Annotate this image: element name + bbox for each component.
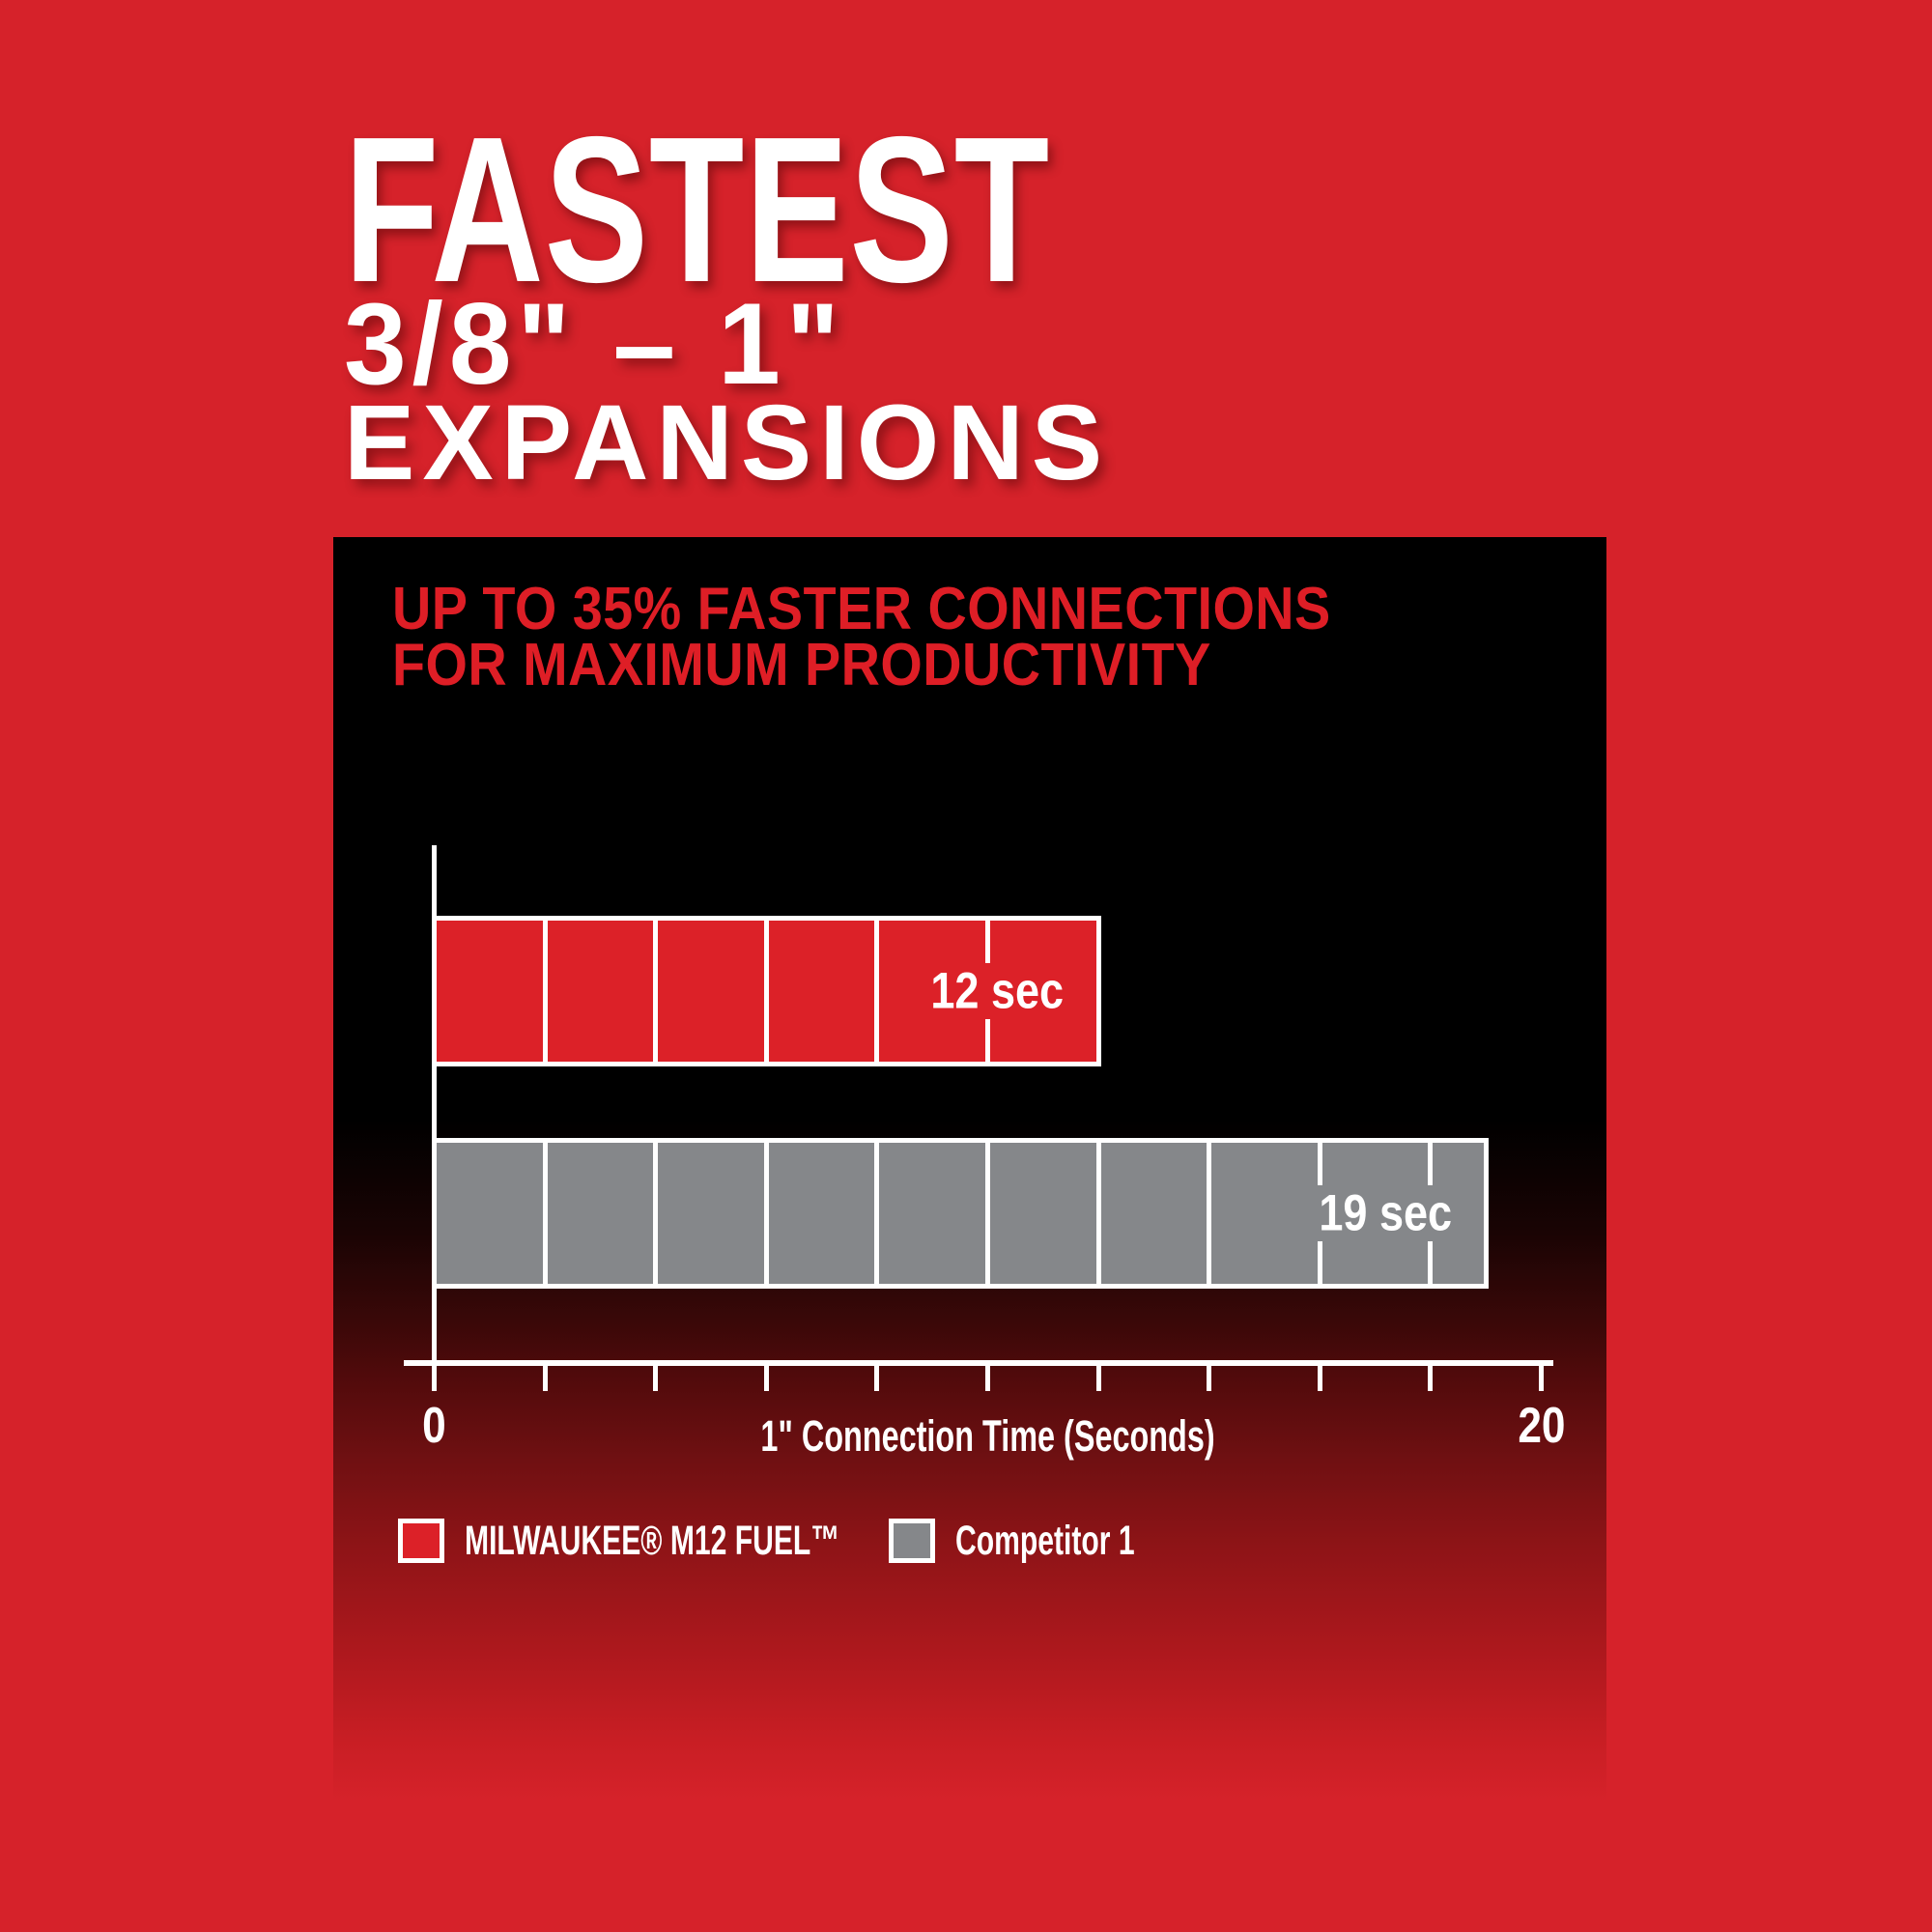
bar-competitor: 19 sec [437, 1138, 1489, 1289]
bar-segment-divider [542, 1143, 548, 1284]
bar-segment-divider [874, 921, 880, 1062]
bar-segment-divider [763, 921, 769, 1062]
x-axis-title: 1" Connection Time (Seconds) [554, 1412, 1423, 1461]
bar-segment-divider [763, 1143, 769, 1284]
legend-label: MILWAUKEE® M12 FUEL™ [465, 1517, 840, 1564]
headline-expansions: EXPANSIONS [344, 384, 1111, 502]
x-axis-tick [542, 1360, 548, 1391]
bar-segment-divider [985, 1019, 990, 1062]
bar-segment-divider [1207, 1143, 1212, 1284]
bar-segment-divider [1095, 1143, 1101, 1284]
x-axis-tick [1207, 1360, 1212, 1391]
bar-milwaukee: 12 sec [437, 916, 1101, 1066]
legend-item-milwaukee: MILWAUKEE® M12 FUEL™ [398, 1518, 1001, 1564]
x-axis-tick [432, 1360, 437, 1391]
x-axis-tick [763, 1360, 769, 1391]
bar-segment-divider [1317, 1241, 1322, 1284]
bar-segment-divider [985, 1143, 990, 1284]
bar-segment-divider [653, 1143, 659, 1284]
bar-segment-divider [874, 1143, 880, 1284]
bar-segment-divider [1428, 1143, 1434, 1185]
headline-fastest: FASTEST [344, 93, 1050, 326]
bar-segment-divider [985, 921, 990, 963]
legend-item-competitor: Competitor 1 [889, 1518, 1211, 1564]
x-axis-tick [1428, 1360, 1434, 1391]
x-axis-tick [874, 1360, 880, 1391]
x-axis-tick [653, 1360, 659, 1391]
chart-heading: UP TO 35% FASTER CONNECTIONS FOR MAXIMUM… [392, 576, 1331, 698]
x-axis-tick [985, 1360, 990, 1391]
x-axis-tick-label: 20 [1517, 1398, 1566, 1454]
x-axis-title-text: 1" Connection Time (Seconds) [760, 1411, 1215, 1461]
bar-segment-divider [653, 921, 659, 1062]
bar-segment-divider [542, 921, 548, 1062]
headline-size-range: 3/8" – 1" [344, 279, 845, 409]
chart-heading-line2: FOR MAXIMUM PRODUCTIVITY [392, 632, 1211, 698]
y-axis-line [432, 845, 437, 1366]
bar-value-label: 12 sec [930, 962, 1065, 1020]
bar-segment-divider [1317, 1143, 1322, 1185]
legend-swatch [889, 1519, 935, 1563]
x-axis-tick-label: 0 [422, 1398, 446, 1454]
bar-segment-divider [1428, 1241, 1434, 1284]
chart-heading-line1: UP TO 35% FASTER CONNECTIONS [392, 576, 1331, 642]
chart-panel: UP TO 35% FASTER CONNECTIONS FOR MAXIMUM… [333, 537, 1606, 1803]
legend-label: Competitor 1 [955, 1517, 1135, 1564]
x-axis-tick [1095, 1360, 1101, 1391]
legend-swatch [398, 1519, 444, 1563]
x-axis-tick [1539, 1360, 1544, 1391]
x-axis-line [404, 1360, 1553, 1366]
bar-value-label: 19 sec [1318, 1184, 1452, 1242]
x-axis-tick [1317, 1360, 1322, 1391]
